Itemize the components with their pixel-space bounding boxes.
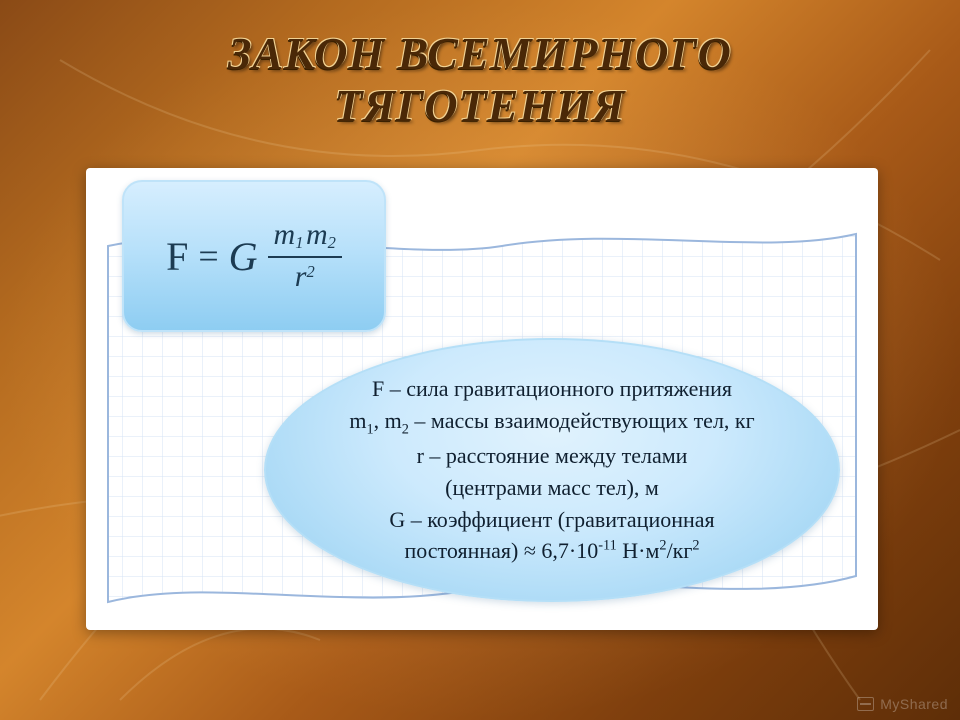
slide: ЗАКОН ВСЕМИРНОГО ТЯГОТЕНИЯ — [0, 0, 960, 720]
watermark-text: MyShared — [880, 696, 948, 712]
formula-coeff: G — [229, 233, 258, 280]
slide-title: ЗАКОН ВСЕМИРНОГО ТЯГОТЕНИЯ — [0, 28, 960, 131]
formula-fraction: m1 m2 r2 — [268, 220, 342, 292]
legend-line-1: F – сила гравитационного притяжения — [372, 373, 732, 405]
watermark-icon — [857, 697, 874, 711]
title-line-2: ТЯГОТЕНИЯ — [334, 80, 625, 131]
gravity-formula: F = G m1 m2 r2 — [166, 220, 342, 292]
legend-line-3: r – расстояние между телами — [417, 440, 688, 472]
legend-line-5: G – коэффициент (гравитационная — [389, 504, 714, 536]
legend-line-2: m1, m2 – массы взаимодействующих тел, кг — [349, 405, 754, 440]
legend-bubble: F – сила гравитационного притяжения m1, … — [264, 338, 840, 602]
legend-text: F – сила гравитационного притяжения m1, … — [264, 338, 840, 602]
title-line-1: ЗАКОН ВСЕМИРНОГО — [228, 28, 732, 79]
watermark: MyShared — [857, 696, 948, 712]
legend-line-6: постоянная) ≈ 6,7·10-11 Н·м2/кг2 — [404, 535, 699, 567]
formula-lhs: F — [166, 233, 188, 280]
formula-equals: = — [198, 235, 218, 277]
content-panel: F = G m1 m2 r2 F – сила гравитационн — [86, 168, 878, 630]
legend-line-4: (центрами масс тел), м — [445, 472, 659, 504]
formula-box: F = G m1 m2 r2 — [122, 180, 386, 332]
